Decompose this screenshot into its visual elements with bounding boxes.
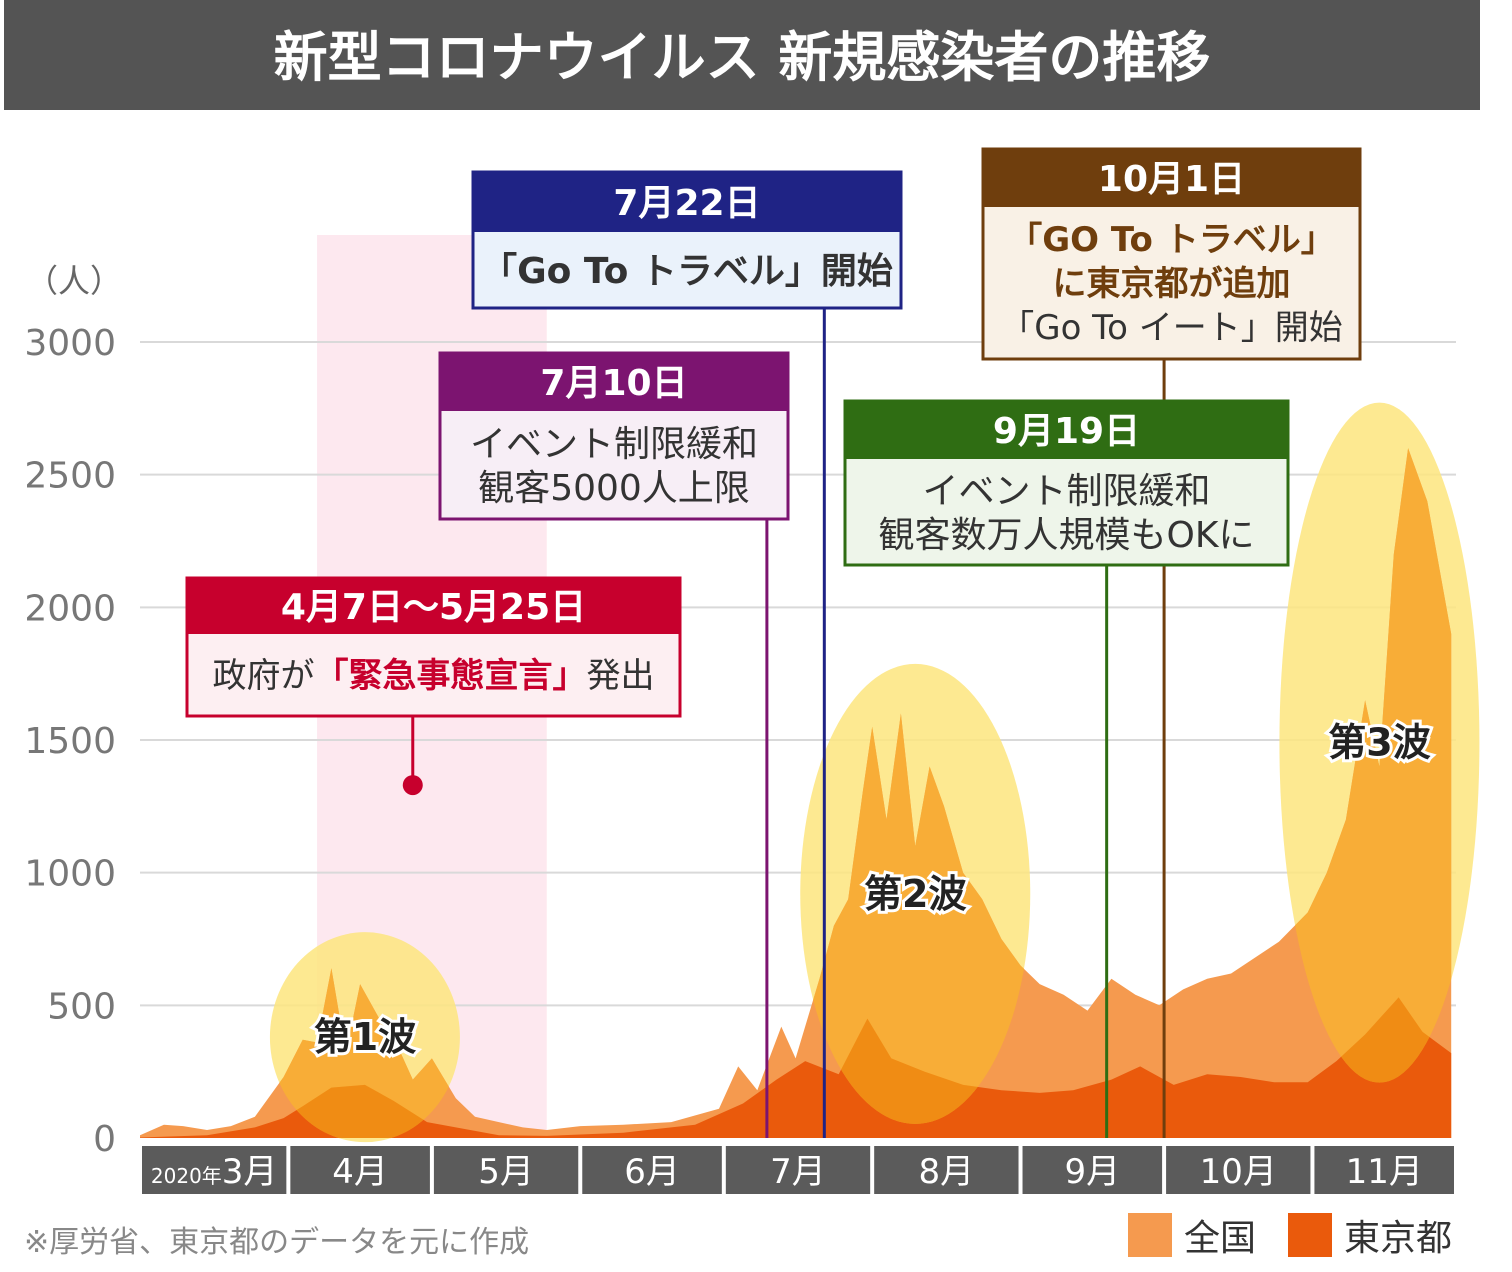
legend-label: 全国 bbox=[1184, 1218, 1256, 1259]
month-label: 5月 bbox=[478, 1152, 534, 1192]
y-axis-unit: （人） bbox=[26, 262, 122, 300]
event-box-header bbox=[845, 401, 1288, 459]
event-box-header bbox=[983, 149, 1360, 207]
y-tick-label: 3000 bbox=[24, 323, 116, 364]
month-bar bbox=[1166, 1146, 1311, 1194]
legend-item: 全国 bbox=[1128, 1213, 1256, 1259]
event-description-line: に東京都が追加 bbox=[1053, 264, 1291, 304]
month-label: 7月 bbox=[770, 1152, 826, 1192]
source-note: ※厚労省、東京都のデータを元に作成 bbox=[24, 1225, 529, 1260]
month-label-6: 6月 bbox=[582, 1146, 722, 1194]
event-description-line: 観客5000人上限 bbox=[478, 468, 750, 509]
event-box-header bbox=[473, 172, 901, 232]
event-description-line: 観客数万人規模もOKに bbox=[879, 515, 1255, 556]
event-anchor-dot bbox=[402, 775, 423, 796]
month-label-5: 5月 bbox=[433, 1146, 579, 1194]
month-label: 6月 bbox=[624, 1152, 680, 1192]
month-label: 9月 bbox=[1064, 1152, 1120, 1192]
event-box-oct1: 10月1日「GO To トラベル」に東京都が追加「Go To イート」開始 bbox=[981, 147, 1362, 361]
event-box-header bbox=[187, 578, 680, 634]
y-tick-label: 2500 bbox=[24, 456, 116, 497]
event-description-line: イベント制限緩和 bbox=[470, 424, 758, 465]
event-date-label: 7月10日 bbox=[540, 363, 687, 404]
event-date-label: 9月19日 bbox=[993, 411, 1140, 452]
month-label-3: 2020年3月 bbox=[142, 1146, 287, 1194]
event-date-label: 10月1日 bbox=[1098, 159, 1245, 200]
y-tick-label: 0 bbox=[93, 1119, 116, 1160]
month-label-7: 7月 bbox=[725, 1146, 871, 1194]
y-tick-label: 500 bbox=[47, 986, 116, 1027]
month-bar bbox=[725, 1146, 871, 1194]
y-tick-label: 1000 bbox=[24, 854, 116, 895]
legend-swatch bbox=[1128, 1213, 1172, 1257]
wave-label: 第3波 bbox=[1328, 721, 1430, 765]
month-label-10: 10月 bbox=[1166, 1146, 1311, 1194]
month-label-11: 11月 bbox=[1314, 1146, 1454, 1194]
event-date-label: 4月7日〜5月25日 bbox=[281, 587, 586, 628]
title-bar bbox=[4, 0, 1480, 110]
event-description-line: イベント制限緩和 bbox=[922, 471, 1210, 512]
y-tick-label: 1500 bbox=[24, 721, 116, 762]
wave-label: 第2波 bbox=[864, 872, 966, 916]
month-bar bbox=[142, 1146, 287, 1194]
legend-item: 東京都 bbox=[1288, 1213, 1452, 1259]
event-description-line: 「Go To イート」開始 bbox=[1000, 308, 1343, 348]
wave-label: 第1波 bbox=[314, 1015, 416, 1059]
month-label: 2020年3月 bbox=[151, 1152, 278, 1192]
month-bar bbox=[290, 1146, 430, 1194]
event-description-line: 政府が「緊急事態宣言」発出 bbox=[213, 656, 655, 696]
series-area-tokyo bbox=[140, 997, 1452, 1138]
y-tick-label: 2000 bbox=[24, 588, 116, 629]
event-description-line: 「GO To トラベル」 bbox=[1008, 220, 1335, 260]
month-bar bbox=[1314, 1146, 1454, 1194]
month-bar bbox=[433, 1146, 579, 1194]
month-label: 4月 bbox=[332, 1152, 388, 1192]
series-area-national bbox=[140, 448, 1452, 1139]
chart-title: 新型コロナウイルス 新規感染者の推移 bbox=[274, 26, 1211, 89]
month-bar bbox=[874, 1146, 1019, 1194]
legend-label: 東京都 bbox=[1344, 1218, 1452, 1259]
event-date-label: 7月22日 bbox=[613, 183, 760, 224]
month-bar bbox=[582, 1146, 722, 1194]
month-bar bbox=[1022, 1146, 1163, 1194]
month-label-8: 8月 bbox=[874, 1146, 1019, 1194]
month-label-4: 4月 bbox=[290, 1146, 430, 1194]
month-label: 10月 bbox=[1200, 1152, 1277, 1192]
event-box-jul22: 7月22日「Go To トラベル」開始 bbox=[471, 170, 903, 310]
month-label-9: 9月 bbox=[1022, 1146, 1163, 1194]
event-description-line: 「Go To トラベル」開始 bbox=[481, 251, 893, 292]
month-label: 8月 bbox=[919, 1152, 975, 1192]
month-label: 11月 bbox=[1346, 1152, 1423, 1192]
legend-swatch bbox=[1288, 1213, 1332, 1257]
event-box-header bbox=[440, 353, 788, 411]
